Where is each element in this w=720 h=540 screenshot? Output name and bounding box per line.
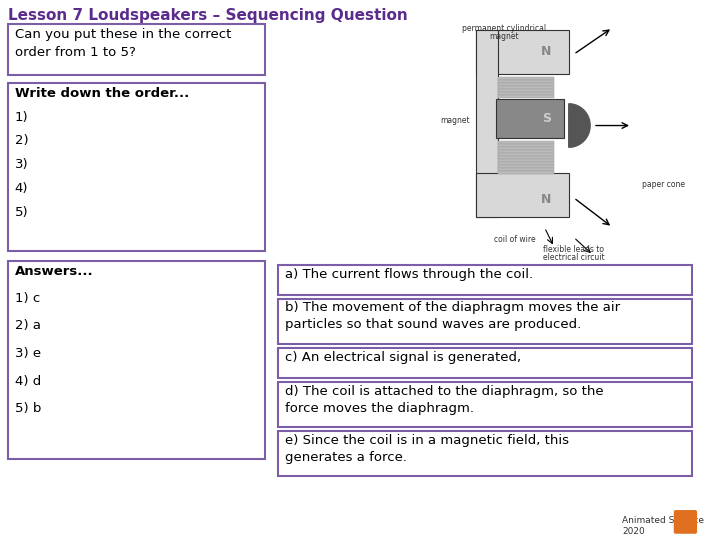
FancyBboxPatch shape [8,24,266,75]
Text: 3) e: 3) e [14,347,41,360]
Bar [498,141,554,144]
Bar [498,153,554,156]
Bar [498,165,554,168]
Bar [496,99,564,138]
Text: d) The coil is attached to the diaphragm, so the
force moves the diaphragm.: d) The coil is attached to the diaphragm… [285,384,603,415]
Text: electrical circuit: electrical circuit [543,253,604,262]
Bar [477,30,569,74]
Text: c) An electrical signal is generated,: c) An electrical signal is generated, [285,351,521,364]
FancyBboxPatch shape [278,265,692,294]
Bar [498,80,554,83]
Bar [498,171,554,174]
FancyBboxPatch shape [674,510,697,534]
Text: 3): 3) [14,158,28,171]
Text: Animated Science
2020: Animated Science 2020 [622,516,704,536]
Bar [498,147,554,150]
Text: a) The current flows through the coil.: a) The current flows through the coil. [285,268,533,281]
Text: 2) a: 2) a [14,319,40,332]
Text: 4) d: 4) d [14,375,41,388]
Text: Write down the order...: Write down the order... [14,87,189,100]
Text: N: N [541,45,552,58]
Text: S: S [542,112,551,125]
FancyBboxPatch shape [278,382,692,427]
Text: 5) b: 5) b [14,402,41,415]
Bar [498,95,554,98]
Bar [498,86,554,89]
Bar [498,144,554,147]
Bar [498,150,554,153]
Text: 1): 1) [14,111,28,124]
FancyBboxPatch shape [8,261,266,458]
Bar [498,162,554,165]
Text: magnet: magnet [440,116,469,125]
Bar [477,30,498,218]
Bar [498,159,554,162]
FancyBboxPatch shape [278,299,692,344]
Text: N: N [541,193,552,206]
Text: magnet: magnet [489,32,518,40]
Text: Can you put these in the correct
order from 1 to 5?: Can you put these in the correct order f… [14,28,231,59]
FancyBboxPatch shape [8,83,266,251]
Bar [498,77,554,80]
Text: permanent cylindrical: permanent cylindrical [462,24,546,33]
Text: e) Since the coil is in a magnetic field, this
generates a force.: e) Since the coil is in a magnetic field… [285,434,569,464]
Bar [498,83,554,86]
Text: Answers...: Answers... [14,265,93,278]
Text: b) The movement of the diaphragm moves the air
particles so that sound waves are: b) The movement of the diaphragm moves t… [285,301,620,332]
Text: flexible leads to: flexible leads to [543,245,604,254]
FancyBboxPatch shape [278,348,692,377]
Bar [498,92,554,95]
Text: 4): 4) [14,182,28,195]
Text: coil of wire: coil of wire [495,235,536,244]
Polygon shape [569,104,590,147]
Bar [498,156,554,159]
Text: 2): 2) [14,134,28,147]
Bar [498,89,554,92]
Bar [498,168,554,171]
Text: 5): 5) [14,206,28,219]
Text: Lesson 7 Loudspeakers – Sequencing Question: Lesson 7 Loudspeakers – Sequencing Quest… [8,8,408,23]
Text: paper cone: paper cone [642,180,685,190]
Text: 1) c: 1) c [14,292,40,305]
Bar [477,173,569,218]
FancyBboxPatch shape [278,431,692,476]
